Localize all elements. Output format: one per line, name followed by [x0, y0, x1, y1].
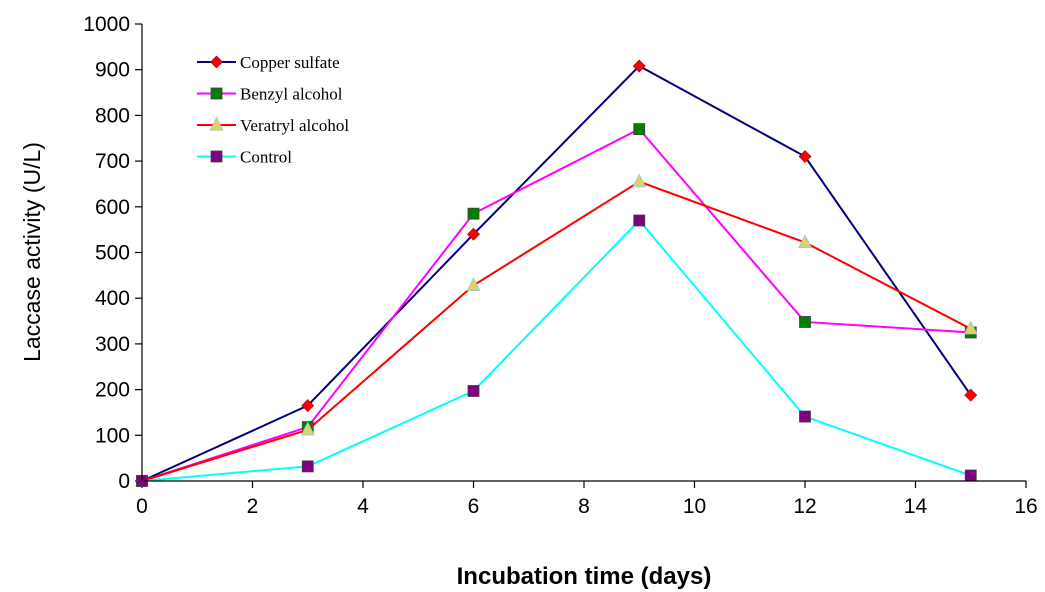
x-tick-label: 0: [136, 495, 148, 518]
x-tick-label: 16: [1014, 495, 1037, 518]
y-axis-ticks: 0 100 200 300 400 500 600 700 800 900 1000: [83, 13, 142, 493]
x-tick-label: 12: [793, 495, 816, 518]
y-tick-label: 300: [95, 333, 130, 356]
x-tick-label: 2: [247, 495, 259, 518]
legend: Copper sulfate Benzyl alcohol Veratryl alc…: [197, 53, 349, 167]
data-point-copper-sulfate: [632, 59, 646, 73]
data-point-benzyl-alcohol: [467, 207, 480, 220]
data-point-control: [964, 469, 977, 482]
data-point-veratryl-alcohol: [798, 234, 812, 249]
data-point-veratryl-alcohol: [632, 173, 647, 188]
series-line-control: [141, 219, 972, 482]
data-point-veratryl-alcohol: [466, 277, 481, 292]
series-line-benzyl-alcohol: [141, 127, 971, 482]
y-axis-title: Laccase activity (U/L): [19, 142, 45, 362]
data-point-copper-sulfate: [301, 399, 315, 413]
x-tick-label: 6: [468, 495, 480, 518]
data-point-copper-sulfate: [964, 388, 978, 402]
y-tick-label: 900: [95, 59, 130, 82]
legend-label: Veratryl alcohol: [240, 116, 349, 135]
x-axis-ticks: 0 2 4 6 8 10 12 14 16: [136, 481, 1038, 518]
x-tick-label: 4: [357, 495, 369, 518]
y-tick-label: 0: [118, 470, 130, 493]
legend-swatch-marker: [210, 87, 223, 100]
series-layer: [135, 59, 978, 488]
x-axis-title: Incubation time (days): [457, 563, 712, 590]
data-point-veratryl-alcohol: [300, 421, 315, 436]
data-point-control: [799, 410, 811, 423]
y-tick-label: 100: [95, 424, 130, 447]
data-point-benzyl-alcohol: [799, 316, 811, 328]
y-tick-label: 600: [95, 196, 130, 219]
legend-label: Control: [240, 148, 292, 167]
x-tick-label: 14: [904, 495, 928, 518]
y-tick-label: 1000: [83, 13, 130, 36]
legend-item-benzyl-alcohol: Benzyl alcohol: [197, 85, 343, 104]
data-point-control: [301, 460, 314, 473]
legend-item-control: Control: [197, 148, 292, 167]
legend-label: Benzyl alcohol: [240, 85, 343, 104]
y-tick-label: 800: [95, 104, 130, 127]
data-point-benzyl-alcohol: [633, 123, 646, 136]
data-point-control: [467, 385, 480, 397]
legend-label: Copper sulfate: [240, 53, 340, 72]
legend-swatch-marker: [210, 55, 223, 69]
data-point-veratryl-alcohol: [963, 320, 978, 335]
y-tick-label: 400: [95, 287, 130, 310]
legend-item-veratryl-alcohol: Veratryl alcohol: [197, 116, 349, 135]
y-tick-label: 700: [95, 150, 130, 173]
y-tick-label: 500: [95, 242, 130, 265]
legend-item-copper-sulfate: Copper sulfate: [197, 53, 340, 72]
legend-swatch-marker: [210, 150, 223, 163]
legend-swatch-marker: [209, 116, 224, 131]
x-tick-label: 8: [578, 495, 590, 518]
y-tick-label: 200: [95, 379, 130, 402]
x-tick-label: 10: [683, 495, 706, 518]
series-line-copper-sulfate: [141, 64, 972, 482]
series-control: [136, 214, 977, 487]
data-point-copper-sulfate: [798, 150, 812, 163]
data-point-control: [633, 214, 646, 227]
data-point-copper-sulfate: [467, 227, 480, 241]
series-line-veratryl-alcohol: [141, 180, 972, 482]
